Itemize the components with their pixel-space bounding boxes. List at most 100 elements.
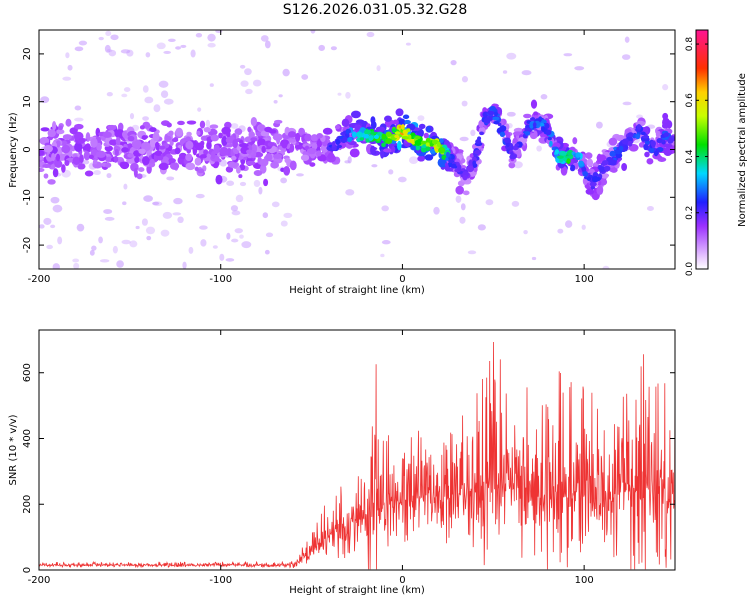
spectral-band-point [79,154,84,164]
spectral-noise-point [162,211,173,219]
spectral-band-point [274,119,283,124]
spectral-noise-point [301,74,309,80]
spectral-band-point [587,168,595,174]
spectral-band-point [391,145,396,153]
spectral-band-point [114,148,119,156]
spectral-band-point [39,155,44,161]
spectral-band-point [350,110,361,119]
snr-y-ticks: 0 200 400 600 [22,363,675,573]
spectral-ridge-point [648,147,655,153]
spectral-band-point [258,124,265,131]
spectral-band-point [250,137,258,142]
spectral-band-point [250,116,257,127]
spectral-ridge-point [497,122,502,127]
spectral-ridge-point [400,124,405,130]
spectral-noise-point [65,52,70,59]
spectral-band-point [42,163,52,169]
spectral-band-point [370,121,377,129]
spectral-band-point [281,140,288,149]
spectral-band-point [230,155,237,161]
colorbar-tick-label: 0.0 [685,262,695,277]
spectral-noise-point [105,30,112,37]
spectral-band-point [105,162,112,168]
spectral-noise-point [523,230,528,235]
spectral-noise-point [160,90,169,99]
spectral-band-point [171,137,179,143]
spectral-band-point [206,141,212,150]
spectral-band-point [298,127,306,136]
spectral-band-point [72,156,81,165]
spectral-band-point [662,112,669,120]
spectral-noise-point [163,50,172,54]
spectral-ridge-point [514,143,520,147]
spectral-band-point [398,119,405,125]
spectral-noise-point [461,100,468,107]
snr-series-line [39,341,675,570]
spectral-band-point [272,133,283,141]
spectral-band-point [395,108,404,117]
spectral-noise-point [231,238,239,243]
spectral-ridge-point [425,146,431,152]
spectral-noise-point [123,183,128,190]
spectral-band-point [186,131,192,137]
spectral-ridge-point [640,131,646,136]
spectral-ridge-point [540,122,545,127]
spectral-noise-point [73,262,80,269]
spectral-noise-point [244,68,252,76]
spectral-noise-point [506,52,517,60]
spectral-band-point [131,139,142,150]
spectral-ridge-point [614,149,622,155]
spectral-band-point [203,149,208,156]
snr-y-label: SNR (10 * v/v) [8,414,19,485]
x-tick-label: 0 [399,575,405,586]
spectral-band-point [322,127,333,135]
spectral-noise-point [177,216,184,224]
spectral-ridge-point [474,149,482,155]
spectral-band-point [52,168,59,178]
spectral-band-point [149,127,157,133]
spectral-noise-point [234,228,243,234]
spectral-band-point [608,137,618,146]
spectral-band-point [663,147,673,156]
spectral-band-point [109,139,118,146]
spectral-ridge-point [601,160,609,166]
spectral-noise-point [123,87,131,93]
spectral-band-point [245,160,256,166]
spectral-ridge-point [414,139,422,146]
spectral-ridge-point [509,154,517,160]
spectral-band-point [304,145,310,151]
snr-x-label: Height of straight line (km) [289,585,425,596]
spectral-ridge-point [359,137,365,141]
spectral-band-point [62,134,72,140]
spectral-ridge-point [364,129,372,135]
spectral-noise-point [345,91,351,99]
colorbar-gradient [695,29,709,270]
spectral-ridge-point [456,164,462,171]
spectral-band-point [185,162,196,171]
spectral-ridge-point [545,129,552,136]
spectral-band-point [236,166,241,174]
spectral-noise-point [273,99,278,104]
spectral-noise-point [282,68,290,77]
spectral-band-point [327,152,335,160]
spectral-noise-point [199,225,208,230]
colorbar-tick-label: 0.4 [685,149,695,164]
spectral-noise-point [43,217,52,225]
spectral-band-point [234,128,243,136]
spectral-band-point [238,174,243,179]
spectral-band-point [263,178,269,187]
spectral-noise-point [152,201,160,206]
spectral-noise-point [50,196,60,204]
spectral-noise-point [455,195,462,203]
spectral-band-point [354,124,361,131]
spectral-band-point [304,133,312,142]
spectral-band-point [638,142,645,148]
spectral-noise-point [175,46,182,50]
spectral-noise-point [120,49,131,54]
spectral-noise-point [408,156,419,165]
spectral-band-point [47,129,56,138]
spectral-band-point [141,156,150,166]
spectral-band-point [225,136,234,144]
spectral-noise-point [52,204,63,213]
